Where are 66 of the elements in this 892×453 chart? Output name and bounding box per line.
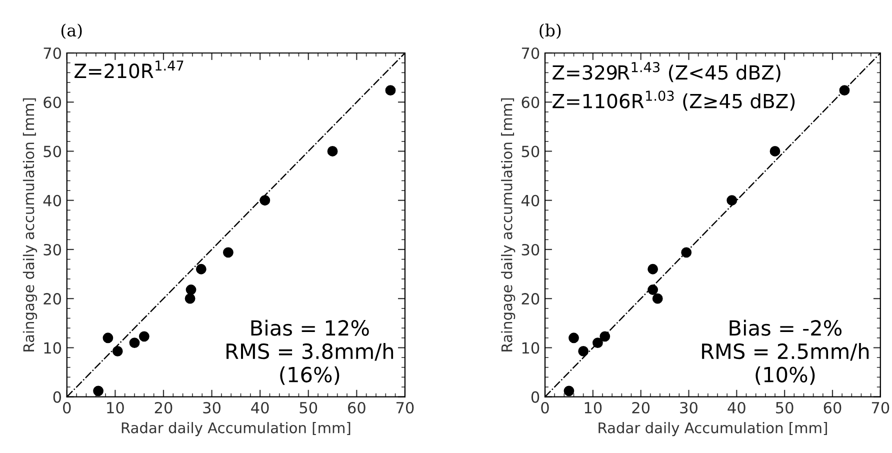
point — [327, 146, 338, 156]
point — [568, 332, 579, 344]
point — [129, 338, 140, 348]
y-tick-label: 0 — [531, 391, 540, 403]
point — [726, 195, 738, 206]
x-tick-label: 50 — [300, 402, 318, 414]
point — [770, 146, 780, 156]
point — [102, 332, 114, 344]
x-tick-label: 60 — [824, 402, 842, 414]
y-tick-label: 30 — [44, 244, 62, 256]
annotation: Z=210R$^{1.47}$ — [74, 60, 184, 78]
point — [564, 386, 574, 396]
chart-title: (a) — [61, 24, 82, 39]
y-tick-label: 10 — [522, 342, 540, 354]
y-tick-label: 60 — [44, 96, 62, 108]
x-tick-label: 30 — [203, 402, 220, 414]
point — [138, 331, 150, 342]
y-tick-label: 40 — [521, 194, 540, 206]
point — [592, 338, 603, 348]
y-tick-label: 30 — [522, 244, 540, 256]
point — [648, 264, 658, 274]
point — [196, 264, 206, 274]
point — [260, 195, 270, 206]
x-tick-label: 40 — [728, 402, 746, 414]
x-axis-title: Radar daily Accumulation [mm] — [122, 422, 350, 436]
point — [385, 85, 396, 96]
y-tick-label: 20 — [522, 293, 540, 305]
y-tick-label: 20 — [44, 293, 62, 305]
x-tick-label: 0 — [541, 402, 549, 414]
point — [681, 247, 692, 258]
x-tick-label: 20 — [632, 402, 650, 414]
y-tick-label: 40 — [43, 194, 62, 206]
point — [93, 386, 104, 396]
point — [184, 293, 196, 304]
point — [186, 284, 196, 295]
x-tick-label: 30 — [680, 402, 698, 414]
point — [223, 247, 234, 258]
point — [578, 346, 589, 356]
y-axis-title: Raingage daily accumulation [mm] — [501, 98, 516, 352]
point — [112, 346, 123, 356]
y-tick-label: 70 — [522, 47, 540, 60]
y-axis-title: Raingage daily accumulation [mm] — [22, 98, 38, 352]
x-tick-label: 10 — [584, 402, 602, 414]
point — [600, 331, 610, 342]
point — [648, 284, 658, 295]
chart-title: (b) — [540, 24, 561, 39]
annotation: Bias = 12% RMS = 3.8mm/h (16%) — [226, 320, 394, 385]
point — [652, 293, 663, 304]
y-tick-label: 10 — [44, 342, 62, 354]
x-tick-label: 20 — [154, 402, 172, 414]
x-tick-label: 50 — [776, 402, 794, 414]
x-tick-label: 70 — [396, 402, 414, 414]
y-tick-label: 50 — [44, 146, 62, 158]
x-tick-label: 10 — [107, 402, 124, 414]
y-tick-label: 0 — [53, 391, 62, 403]
x-tick-label: 0 — [63, 402, 71, 414]
text: Z=329R$^{1.43}$ (Z<45 dBZ) Z=1106R$^{1.03}$ (Z≥45 dBZ) — [552, 62, 795, 111]
y-tick-label: 60 — [522, 96, 540, 108]
x-tick-label: 40 — [251, 402, 269, 414]
x-tick-label: 70 — [872, 402, 890, 414]
y-tick-label: 70 — [44, 47, 62, 60]
annotation: Bias = -2% RMS = 2.5mm/h (10%) — [702, 320, 869, 385]
point — [839, 85, 850, 96]
x-tick-label: 60 — [348, 402, 366, 414]
y-tick-label: 50 — [522, 146, 540, 158]
x-axis-title: Radar daily Accumulation [mm] — [598, 422, 827, 436]
